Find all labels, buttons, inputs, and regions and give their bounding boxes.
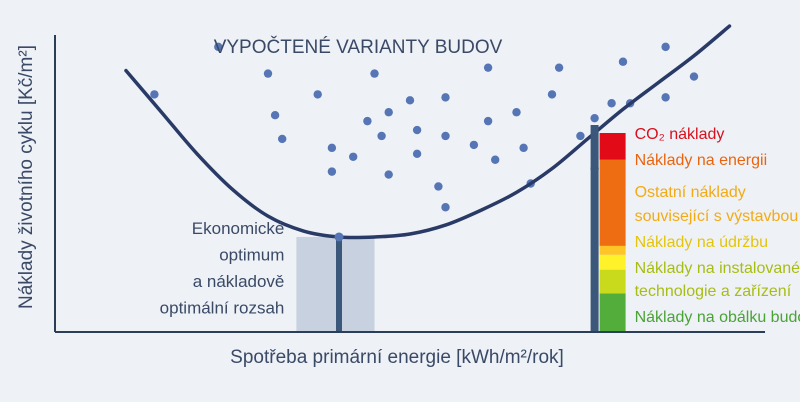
variant-point [405,96,415,105]
optimum-point [334,232,344,242]
cost-segment [599,133,626,160]
life-cycle-cost-curve [124,24,732,240]
cost-segment [599,245,626,255]
variant-point [434,182,443,191]
variant-point [363,116,372,126]
variant-point [590,113,599,123]
x-axis-label: Spotřeba primární energie [kWh/m²/rok] [230,347,564,368]
legend-label: Náklady na energii [635,152,768,169]
variant-point [214,42,223,52]
variant-points [150,42,699,212]
variant-point [661,42,670,52]
variant-point [278,134,287,144]
legend-label: Náklady na instalované [635,260,800,277]
variant-point [512,108,521,117]
variant-point [689,72,699,81]
variant-point-top [607,99,616,108]
variant-point [412,125,422,135]
cost-segment [599,254,626,270]
cost-breakdown-stack [590,99,626,332]
variant-point [384,170,393,179]
variant-point [384,108,393,117]
optimum-label-line: optimum [219,246,284,265]
variant-point [263,69,273,78]
cost-legend: CO₂ náklady Náklady na energii Ostatní nák… [635,126,800,326]
optimum-label: Ekonomické optimum a nákladově optimální ro… [160,219,285,318]
legend-label: Náklady na údržbu [635,234,768,251]
variant-point [441,93,450,102]
variant-point [483,116,493,126]
axes [54,35,765,333]
legend-label: CO₂ náklady [635,126,725,143]
legend-label: související s výstavbou [635,208,799,225]
variant-point [412,149,422,158]
optimum-range-layer [296,236,375,332]
optimum-range-band [296,236,375,332]
variant-point [370,69,379,78]
cost-segment [599,269,626,294]
cost-segment [599,159,626,246]
variant-point [491,155,500,164]
variant-point [469,140,479,150]
legend-label: Ostatní náklady [635,184,746,201]
cost-segment [599,293,626,332]
variant-point [150,90,159,99]
variant-point [618,57,628,66]
optimum-label-line: optimální rozsah [160,299,285,318]
variant-point [349,152,358,161]
optimum-column [336,236,342,332]
variant-point [313,90,322,99]
optimum-label-line: Ekonomické [192,219,285,238]
variant-point [483,63,493,72]
variant-point [576,131,585,141]
breakdown-column-line [590,125,599,332]
chart-title: VYPOČTENÉ VARIANTY BUDOV [214,36,503,58]
variant-point [519,143,528,153]
variant-point [327,167,337,176]
variant-point [270,110,280,120]
legend-label: technologie a zařízení [635,283,792,300]
y-axis-label: Náklady životního cyklu [Kč/m²] [16,45,37,309]
optimum-label-line: a nákladově [193,272,285,291]
variant-point [547,90,557,99]
variant-point [441,131,450,141]
curve-layer [124,24,732,242]
variant-point [554,63,564,72]
variant-point [441,203,450,212]
variant-point [327,143,337,153]
variant-point [661,93,670,102]
variant-point [377,131,386,141]
legend-label: Náklady na obálku budovy [635,309,800,326]
